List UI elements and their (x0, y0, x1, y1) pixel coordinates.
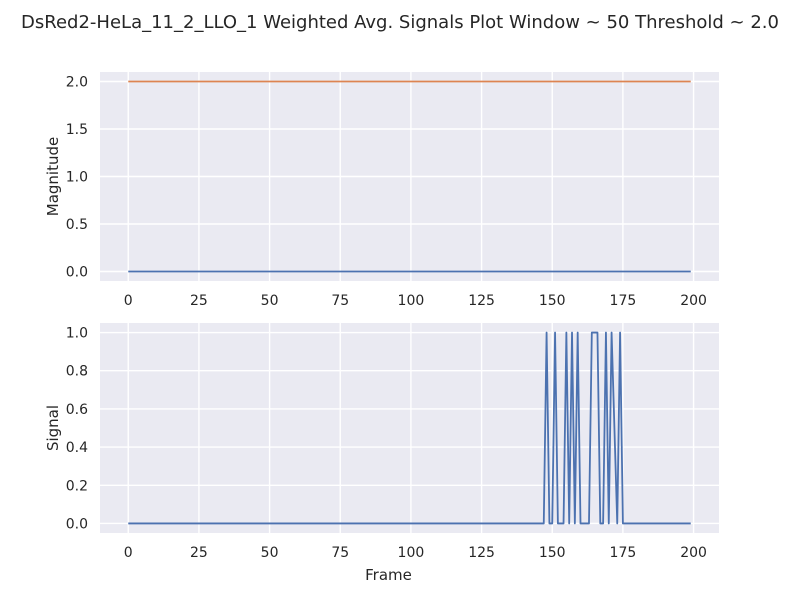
signal-series-blue-line (128, 331, 691, 525)
signal-y-tick-label: 0.2 (66, 478, 88, 494)
signal-x-tick-label: 175 (610, 545, 637, 561)
magnitude-subplot: 0 25 50 75 100 125 150 175 200 0.0 0.5 1.0 1.5 2.0 M… (44, 72, 719, 309)
magnitude-y-tick-label: 1.0 (66, 170, 88, 186)
magnitude-series-lines (128, 80, 691, 273)
signal-x-tick-label: 75 (331, 545, 349, 561)
magnitude-x-tick-label: 100 (398, 293, 425, 309)
signal-y-tick-label: 0.8 (66, 364, 88, 380)
magnitude-x-tick-label: 175 (610, 293, 637, 309)
magnitude-x-tick-label: 25 (190, 293, 208, 309)
signal-x-tick-label: 0 (124, 545, 133, 561)
signal-y-tick-label: 0.6 (66, 402, 88, 418)
magnitude-y-axis-label: Magnitude (44, 137, 62, 216)
signal-x-tick-label: 150 (539, 545, 566, 561)
magnitude-x-tick-label: 75 (331, 293, 349, 309)
signal-y-tick-label: 1.0 (66, 326, 88, 342)
magnitude-y-tick-label: 0.5 (66, 217, 88, 233)
magnitude-x-tick-label: 125 (468, 293, 495, 309)
signal-x-tick-labels: 0 25 50 75 100 125 150 175 200 (124, 545, 707, 561)
magnitude-y-tick-label: 1.5 (66, 122, 88, 138)
signal-y-axis-label: Signal (44, 405, 62, 451)
magnitude-x-tick-labels: 0 25 50 75 100 125 150 175 200 (124, 293, 707, 309)
magnitude-x-tick-label: 0 (124, 293, 133, 309)
signal-x-tick-label: 100 (398, 545, 425, 561)
magnitude-x-tick-label: 50 (261, 293, 279, 309)
signal-plot-area (100, 323, 719, 533)
signal-x-tick-label: 125 (468, 545, 495, 561)
signal-y-tick-labels: 0.0 0.2 0.4 0.6 0.8 1.0 (66, 326, 88, 533)
signal-x-tick-label: 200 (680, 545, 707, 561)
signal-series-lines (128, 331, 691, 525)
magnitude-y-tick-labels: 0.0 0.5 1.0 1.5 2.0 (66, 75, 88, 281)
signal-gridlines (100, 323, 719, 533)
magnitude-x-tick-label: 150 (539, 293, 566, 309)
magnitude-y-tick-label: 0.0 (66, 265, 88, 281)
chart-title: DsRed2-HeLa_11_2_LLO_1 Weighted Avg. Sig… (21, 12, 779, 33)
signal-x-tick-label: 25 (190, 545, 208, 561)
magnitude-x-tick-label: 200 (680, 293, 707, 309)
signal-y-tick-label: 0.4 (66, 440, 88, 456)
signal-y-tick-label: 0.0 (66, 516, 88, 532)
signal-subplot: 0 25 50 75 100 125 150 175 200 0.0 0.2 0.4 0.6 0.8 1.… (44, 323, 719, 584)
frame-x-axis-label: Frame (365, 566, 412, 584)
magnitude-y-tick-label: 2.0 (66, 75, 88, 91)
signal-x-tick-label: 50 (261, 545, 279, 561)
